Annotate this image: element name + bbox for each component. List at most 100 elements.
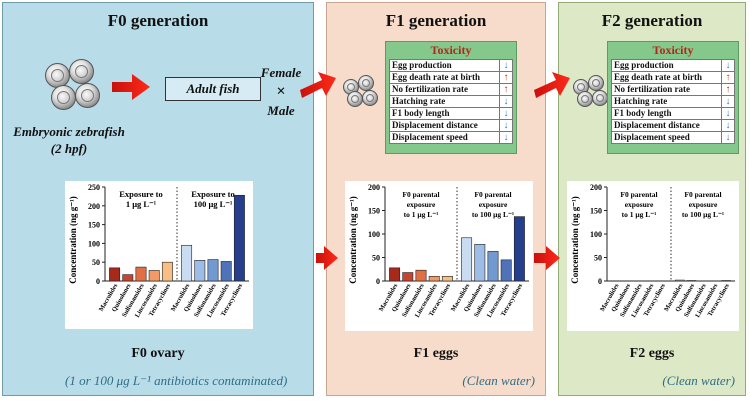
bar [194,260,206,282]
f2-organ-label: F2 eggs [629,346,675,361]
arrow-up-icon: ↑ [721,71,735,84]
toxicity-label: Egg death rate at birth [389,71,500,84]
series-label: to 1 μg L⁻¹ [404,210,439,219]
toxicity-row: Egg production ↓ [611,59,735,72]
f2-toxicity-table: Egg production ↓ Egg death rate at birth ↑ N… [611,59,735,144]
times-symbol: × [276,83,286,100]
f2-title: F2 generation [601,11,703,30]
y-axis-label: Concentration (ng g⁻¹) [570,196,580,283]
series-label: F0 parental [474,190,511,199]
bar [441,276,453,282]
bar [233,194,245,282]
toxicity-label: Egg production [389,59,500,72]
embryo-label-line2: (2 hpf) [50,141,88,156]
f1-chart: 0 50 100 150 200 Concentration (ng g⁻¹) F0 par… [348,183,529,319]
embryo-label-line1: Embryonic zebrafish [13,124,125,139]
toxicity-label: No fertilization rate [389,83,500,96]
f1-toxicity-table: Egg production ↓ Egg death rate at birth ↑ N… [389,59,513,144]
toxicity-label: Egg production [611,59,722,72]
arrow-up-icon: ↑ [721,83,735,96]
toxicity-label: Egg death rate at birth [611,71,722,84]
f1-footer: (Clean water) [462,373,535,388]
adult-fish-box: Adult fish [165,77,261,101]
f2-chart-box: 0 50 100 150 200 Concentration (ng g⁻¹) F0 par… [567,181,739,331]
bar [500,259,512,282]
f1-title: F1 generation [385,11,487,30]
series-label: Exposure to [191,189,235,199]
y-tick-label: 50 [372,254,380,263]
bar [389,267,401,282]
toxicity-row: No fertilization rate ↑ [389,83,513,96]
y-tick-label: 200 [368,183,380,192]
bar [220,261,232,282]
arrow-up-icon: ↑ [499,71,513,84]
toxicity-label: Displacement distance [389,119,500,132]
bar [415,269,427,282]
f0-footer: (1 or 100 μg L⁻¹ antibiotics contaminate… [65,373,288,388]
bar [487,251,499,282]
toxicity-row: F1 body length ↓ [389,107,513,120]
y-tick-label: 50 [92,258,100,267]
toxicity-row: Egg death rate at birth ↑ [389,71,513,84]
series-label: Exposure to [119,189,163,199]
bar [109,267,121,282]
series-label: exposure [625,200,654,209]
y-tick-label: 50 [594,254,602,263]
series-label: F0 parental [620,190,657,199]
y-tick-label: 0 [96,277,100,286]
y-tick-label: 100 [88,239,100,248]
series-label: F0 parental [402,190,439,199]
toxicity-label: F1 body length [611,107,722,120]
y-tick-label: 100 [590,230,602,239]
f2-footer: (Clean water) [662,373,735,388]
female-label: Female [260,65,302,80]
toxicity-row: Hatching rate ↓ [389,95,513,108]
toxicity-row: Hatching rate ↓ [611,95,735,108]
f1-organ-label: F1 eggs [413,346,459,361]
y-tick-label: 0 [598,277,602,286]
bar [461,237,473,282]
y-axis-label: Concentration (ng g⁻¹) [348,196,358,283]
toxicity-label: F1 body length [389,107,500,120]
arrow-down-icon: ↓ [721,107,735,120]
toxicity-row: Displacement speed ↓ [611,131,735,144]
arrow-down-icon: ↓ [499,95,513,108]
bar [135,266,147,282]
y-tick-label: 150 [368,207,380,216]
toxicity-label: Displacement speed [389,131,500,144]
f0-chart: 0 50 100 150 200 250 Concentration (ng g⁻¹) Exp… [68,183,249,319]
f0-chart-box: 0 50 100 150 200 250 Concentration (ng g⁻¹) Exp… [65,181,253,329]
bar [207,259,219,282]
arrow-down-icon: ↓ [721,131,735,144]
arrow-up-icon: ↑ [499,83,513,96]
bar [402,272,414,282]
series-label: 1 μg L⁻¹ [126,199,157,209]
f2-embryos-icon [573,75,613,109]
toxicity-row: Displacement speed ↓ [389,131,513,144]
toxicity-row: F1 body length ↓ [611,107,735,120]
f1-toxicity-box: Toxicity Egg production ↓ Egg death rate a… [385,41,517,154]
arrow-down-icon: ↓ [499,107,513,120]
series-label: to 1 μg L⁻¹ [622,210,657,219]
embryo-label: Embryonic zebrafish (2 hpf) [9,123,129,157]
series-label: exposure [407,200,436,209]
embryos-icon [45,59,105,119]
series-label: exposure [479,200,508,209]
series-label: to 100 μg L⁻¹ [682,210,724,219]
sex-labels: Female × Male [251,63,311,120]
toxicity-row: Egg production ↓ [389,59,513,72]
toxicity-label: Hatching rate [611,95,722,108]
toxicity-label: Displacement distance [611,119,722,132]
y-tick-label: 150 [590,207,602,216]
y-axis-label: Concentration (ng g⁻¹) [68,196,78,283]
toxicity-row: Displacement distance ↓ [611,119,735,132]
bar [161,261,173,282]
arrow-down-icon: ↓ [721,119,735,132]
y-tick-label: 250 [88,183,100,192]
arrow-down-icon: ↓ [721,59,735,72]
f1-toxicity-title: Toxicity [430,43,472,57]
toxicity-row: Displacement distance ↓ [389,119,513,132]
y-tick-label: 200 [590,183,602,192]
f0-title: F0 generation [107,11,209,30]
f2-toxicity-title: Toxicity [652,43,694,57]
